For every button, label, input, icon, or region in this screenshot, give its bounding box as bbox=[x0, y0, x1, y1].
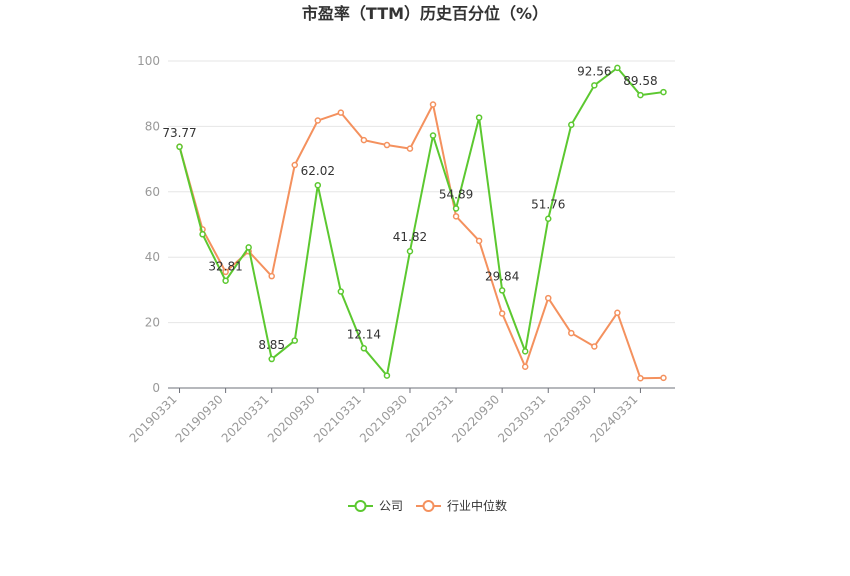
data-point bbox=[660, 374, 667, 382]
x-tick-label: 20220331 bbox=[403, 392, 456, 445]
data-point bbox=[614, 64, 621, 72]
legend-marker bbox=[354, 500, 367, 512]
x-tick-label: 20230331 bbox=[495, 392, 548, 445]
y-tick-label: 0 bbox=[152, 381, 160, 395]
data-label: 41.82 bbox=[393, 230, 427, 244]
y-tick-label: 60 bbox=[145, 185, 160, 199]
data-point bbox=[568, 121, 575, 129]
x-tick-label: 20220930 bbox=[449, 392, 502, 445]
data-point bbox=[545, 215, 552, 222]
data-label: 62.02 bbox=[301, 164, 335, 178]
data-label: 12.14 bbox=[347, 327, 381, 341]
data-point bbox=[360, 136, 368, 144]
data-point bbox=[452, 205, 460, 212]
x-tick-label: 20190930 bbox=[173, 392, 226, 445]
data-point bbox=[337, 109, 345, 116]
data-point bbox=[314, 181, 322, 189]
data-point bbox=[660, 88, 667, 96]
y-tick-label: 100 bbox=[137, 54, 160, 68]
data-point bbox=[498, 287, 506, 294]
data-point bbox=[475, 237, 483, 245]
data-point bbox=[383, 372, 391, 379]
legend-marker bbox=[422, 500, 435, 512]
data-point bbox=[199, 231, 206, 238]
legend-label: 行业中位数 bbox=[447, 498, 507, 513]
x-tick-label: 20240331 bbox=[587, 392, 640, 445]
data-label: 54.89 bbox=[439, 188, 473, 202]
data-label: 29.84 bbox=[485, 269, 519, 283]
y-tick-label: 80 bbox=[145, 119, 160, 133]
y-tick-label: 20 bbox=[145, 316, 160, 330]
data-point bbox=[176, 143, 183, 151]
data-point bbox=[406, 145, 414, 152]
data-point bbox=[245, 244, 252, 251]
data-point bbox=[268, 272, 275, 280]
data-point bbox=[222, 268, 229, 276]
data-point bbox=[222, 277, 229, 284]
data-point bbox=[314, 117, 322, 124]
data-point bbox=[475, 114, 483, 121]
y-axis: 0 20 40 60 80 100 bbox=[137, 54, 160, 395]
data-label: 8.85 bbox=[258, 338, 285, 352]
data-point bbox=[383, 141, 391, 149]
data-label: 92.56 bbox=[577, 64, 611, 78]
data-point bbox=[521, 363, 529, 370]
data-labels: 73.77 32.81 8.85 62.02 12.14 41.82 54.89 29.84 5… bbox=[162, 64, 657, 352]
data-label: 73.77 bbox=[162, 126, 196, 140]
x-tick-label: 20190331 bbox=[127, 392, 180, 445]
data-point bbox=[591, 82, 598, 89]
legend[interactable]: 公司 行业中位数 bbox=[348, 498, 507, 513]
data-point bbox=[268, 355, 275, 363]
data-point bbox=[452, 213, 460, 220]
data-point bbox=[521, 348, 529, 355]
data-point bbox=[498, 310, 506, 317]
data-point bbox=[429, 101, 437, 108]
data-label: 51.76 bbox=[531, 198, 565, 212]
x-tick-label: 20200930 bbox=[265, 392, 318, 445]
x-tick-label: 20210930 bbox=[357, 392, 410, 445]
data-point bbox=[591, 343, 598, 350]
x-tick-label: 20200331 bbox=[219, 392, 272, 445]
x-tick-label: 20230930 bbox=[541, 392, 594, 445]
chart-title: 市盈率（TTM）历史百分位（%） bbox=[302, 4, 548, 23]
data-point bbox=[568, 329, 575, 337]
data-point bbox=[360, 345, 368, 352]
data-point bbox=[614, 309, 621, 317]
series-line bbox=[178, 103, 664, 380]
data-label: 89.58 bbox=[623, 74, 657, 88]
x-axis: 2019033120190930202003312020093020210331… bbox=[127, 387, 675, 445]
data-point bbox=[291, 337, 298, 344]
series-line bbox=[178, 66, 664, 377]
data-point bbox=[637, 374, 644, 382]
data-point bbox=[406, 247, 414, 255]
data-point bbox=[337, 288, 345, 295]
data-label: 32.81 bbox=[208, 260, 242, 274]
data-point bbox=[291, 161, 298, 169]
data-point bbox=[545, 294, 552, 302]
data-point bbox=[637, 91, 644, 99]
series-lines bbox=[176, 64, 667, 382]
data-point bbox=[429, 132, 437, 139]
x-tick-label: 20210331 bbox=[311, 392, 364, 445]
legend-label: 公司 bbox=[379, 499, 403, 513]
y-tick-label: 40 bbox=[145, 250, 160, 264]
